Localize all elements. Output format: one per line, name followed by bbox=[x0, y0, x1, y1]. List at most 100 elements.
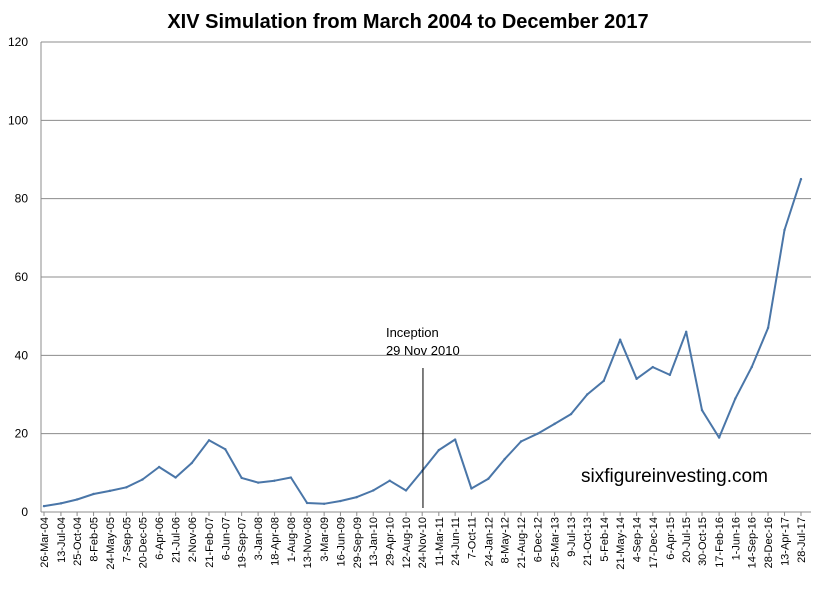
data-point bbox=[141, 478, 144, 481]
x-tick-label: 11-Mar-11 bbox=[434, 517, 446, 566]
x-tick-label: 21-Jul-06 bbox=[171, 517, 183, 563]
x-tick-label: 17-Feb-16 bbox=[714, 517, 726, 568]
y-tick-label: 40 bbox=[15, 348, 29, 362]
data-point bbox=[125, 486, 128, 489]
x-tick-label: 2-Nov-06 bbox=[187, 517, 199, 562]
x-tick-label: 6-Jun-07 bbox=[220, 517, 232, 560]
data-point bbox=[207, 439, 211, 442]
data-point bbox=[437, 448, 441, 452]
data-point bbox=[224, 448, 227, 451]
x-tick-label: 1-Aug-08 bbox=[286, 517, 298, 562]
data-point bbox=[668, 373, 672, 377]
data-point bbox=[503, 457, 506, 461]
data-point bbox=[569, 412, 573, 416]
annotation-inception: Inception bbox=[386, 325, 439, 340]
x-tick-label: 14-Sep-16 bbox=[747, 517, 759, 568]
data-point bbox=[586, 393, 589, 396]
x-tick-label: 13-Jan-10 bbox=[368, 517, 380, 567]
x-tick-label: 16-Jun-09 bbox=[335, 517, 347, 567]
axes bbox=[40, 42, 811, 516]
data-point bbox=[618, 338, 622, 341]
x-tick-label: 19-Sep-07 bbox=[237, 517, 249, 568]
data-point bbox=[783, 228, 786, 232]
data-point bbox=[305, 501, 309, 505]
x-tick-label: 30-Oct-15 bbox=[697, 517, 709, 566]
x-tick-label: 20-Dec-05 bbox=[138, 517, 150, 568]
x-tick-label: 8-May-12 bbox=[500, 517, 512, 563]
x-tick-label: 18-Apr-08 bbox=[270, 517, 282, 566]
data-point bbox=[42, 504, 46, 508]
x-tick-label: 29-Apr-10 bbox=[385, 517, 397, 566]
chart-title: XIV Simulation from March 2004 to Decemb… bbox=[167, 11, 648, 33]
data-point bbox=[92, 492, 95, 496]
data-point bbox=[470, 487, 473, 490]
x-tick-label: 21-May-14 bbox=[615, 517, 627, 570]
data-point bbox=[355, 495, 358, 499]
data-point bbox=[273, 479, 276, 482]
x-tick-label: 25-Mar-13 bbox=[550, 517, 562, 568]
data-point bbox=[536, 432, 539, 435]
x-tick-label: 24-May-05 bbox=[105, 517, 117, 570]
x-tick-label: 13-Jul-04 bbox=[56, 517, 68, 563]
x-tick-label: 3-Mar-09 bbox=[319, 517, 331, 562]
data-point bbox=[635, 377, 638, 381]
data-point bbox=[766, 326, 770, 330]
data-point bbox=[256, 481, 260, 484]
data-point bbox=[602, 379, 606, 382]
x-tick-label: 28-Dec-16 bbox=[763, 517, 775, 568]
x-tick-label: 26-Mar-04 bbox=[39, 517, 51, 568]
x-tick-label: 25-Oct-04 bbox=[72, 517, 84, 566]
data-point bbox=[651, 365, 654, 369]
data-point bbox=[157, 465, 161, 469]
y-tick-label: 60 bbox=[15, 270, 29, 284]
x-tick-label: 17-Dec-14 bbox=[648, 517, 660, 568]
data-point bbox=[108, 489, 112, 493]
annotation-inception-date: 29 Nov 2010 bbox=[386, 343, 460, 358]
data-point bbox=[453, 438, 457, 441]
data-point bbox=[59, 502, 63, 505]
x-tick-labels: 26-Mar-04 13-Jul-04 25-Oct-04 8-Feb-05 24-Ma… bbox=[39, 517, 808, 570]
y-tick-label: 120 bbox=[8, 35, 28, 49]
data-point bbox=[339, 499, 342, 503]
x-tick-label: 21-Aug-12 bbox=[516, 517, 528, 568]
y-tick-label: 100 bbox=[8, 113, 28, 127]
x-tick-label: 13-Nov-08 bbox=[302, 517, 314, 568]
x-tick-label: 7-Sep-05 bbox=[121, 517, 133, 562]
data-point bbox=[487, 477, 490, 480]
x-tick-label: 1-Jun-16 bbox=[730, 517, 742, 560]
y-tick-label: 0 bbox=[21, 505, 28, 519]
x-tick-label: 28-Jul-17 bbox=[796, 517, 808, 563]
x-tick-label: 5-Feb-14 bbox=[599, 517, 611, 562]
data-point bbox=[190, 461, 193, 465]
x-tick-label: 6-Dec-12 bbox=[533, 517, 545, 562]
x-tick-label: 7-Oct-11 bbox=[466, 517, 478, 559]
x-tick-label: 24-Jan-12 bbox=[483, 517, 495, 567]
x-tick-label: 21-Feb-07 bbox=[204, 517, 216, 568]
data-point bbox=[684, 330, 688, 334]
x-tick-label: 3-Jan-08 bbox=[253, 517, 265, 560]
data-point bbox=[404, 489, 408, 492]
data-point bbox=[240, 476, 243, 480]
data-point bbox=[799, 177, 803, 181]
x-tick-label: 29-Sep-09 bbox=[352, 517, 364, 568]
data-point bbox=[734, 397, 737, 400]
series-layer bbox=[42, 177, 803, 508]
x-tick-label: 21-Oct-13 bbox=[582, 517, 594, 566]
data-point bbox=[553, 422, 556, 426]
x-tick-label: 20-Jul-15 bbox=[681, 517, 693, 563]
x-tick-label: 8-Feb-05 bbox=[89, 517, 101, 562]
gridlines bbox=[41, 41, 811, 435]
data-point bbox=[388, 479, 391, 482]
data-point bbox=[717, 436, 721, 439]
y-tick-label: 80 bbox=[15, 192, 29, 206]
x-tick-label: 9-Jul-13 bbox=[566, 517, 578, 557]
data-point bbox=[372, 489, 375, 492]
x-tick-label: 24-Nov-10 bbox=[417, 517, 429, 568]
y-tick-labels: 0 20 40 60 80 100 120 bbox=[8, 35, 28, 519]
data-point bbox=[289, 476, 293, 479]
x-tick-label: 4-Sep-14 bbox=[632, 517, 644, 562]
data-point bbox=[174, 476, 177, 479]
x-tick-label: 12-Aug-10 bbox=[401, 517, 413, 568]
